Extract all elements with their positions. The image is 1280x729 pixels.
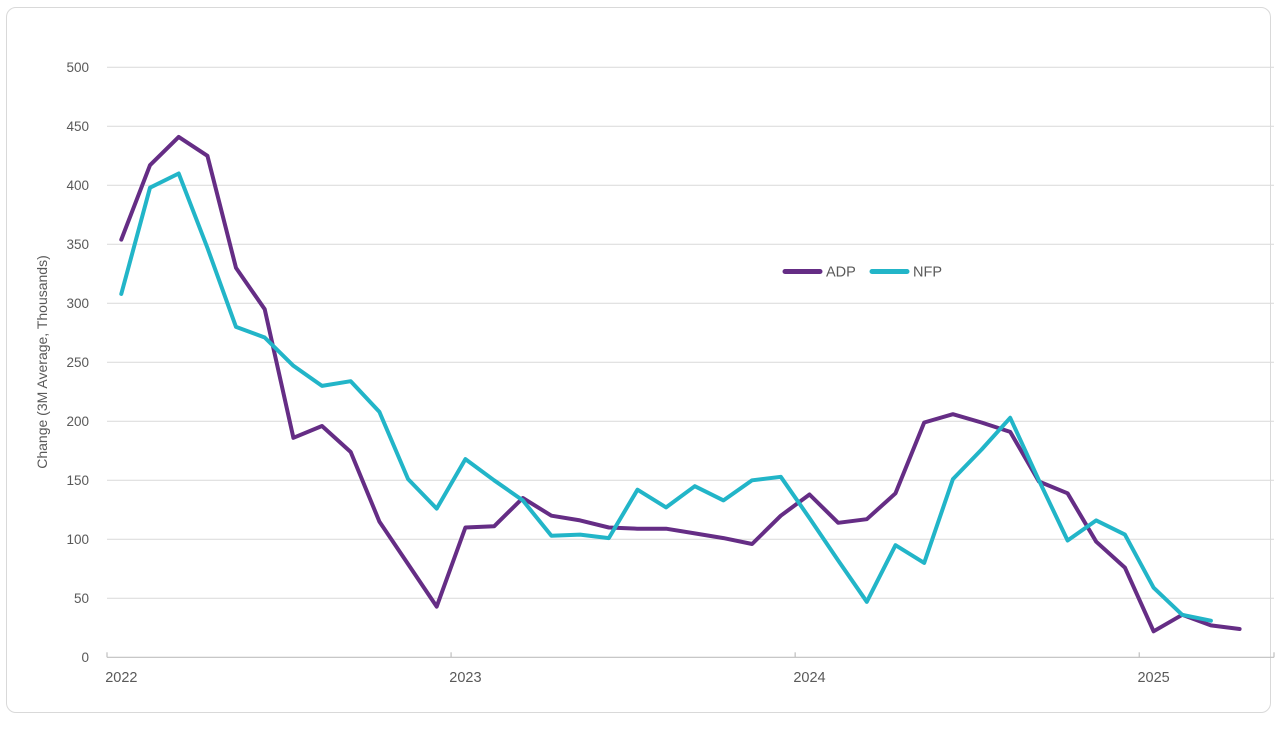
x-tick-label: 2024: [793, 670, 825, 686]
y-tick-label: 250: [66, 355, 89, 370]
series-line-adp: [119, 134, 1242, 634]
grid-layer: [107, 66, 1274, 658]
y-tick-label: 200: [66, 414, 89, 429]
series-line-nfp: [119, 171, 1213, 623]
y-tick-label: 50: [74, 591, 89, 606]
y-tick-label: 300: [66, 296, 89, 311]
y-tick-label: 150: [66, 473, 89, 488]
x-tick-label: 2023: [449, 670, 481, 686]
line-chart: 0 50 100 150 200 250 300 350 400 450 500 2022 2023 20…: [34, 60, 1275, 686]
x-tick-label: 2022: [105, 670, 137, 686]
y-tick-label: 450: [66, 119, 89, 134]
y-tick-label: 100: [66, 532, 89, 547]
y-axis-title: Change (3M Average, Thousands): [34, 255, 50, 469]
y-tick-label: 500: [66, 60, 89, 75]
series-layer: [119, 134, 1242, 634]
legend-label-adp: ADP: [826, 265, 856, 281]
chart-frame: 0 50 100 150 200 250 300 350 400 450 500 2022 2023 20…: [6, 7, 1275, 713]
y-tick-label: 350: [66, 237, 89, 252]
x-tick-label: 2025: [1137, 670, 1169, 686]
y-tick-label: 0: [81, 650, 89, 665]
legend: ADP NFP: [782, 265, 942, 281]
y-tick-label: 400: [66, 178, 89, 193]
legend-label-nfp: NFP: [913, 265, 942, 281]
axis-layer: 0 50 100 150 200 250 300 350 400 450 500 2022 2023 20…: [66, 60, 1275, 686]
